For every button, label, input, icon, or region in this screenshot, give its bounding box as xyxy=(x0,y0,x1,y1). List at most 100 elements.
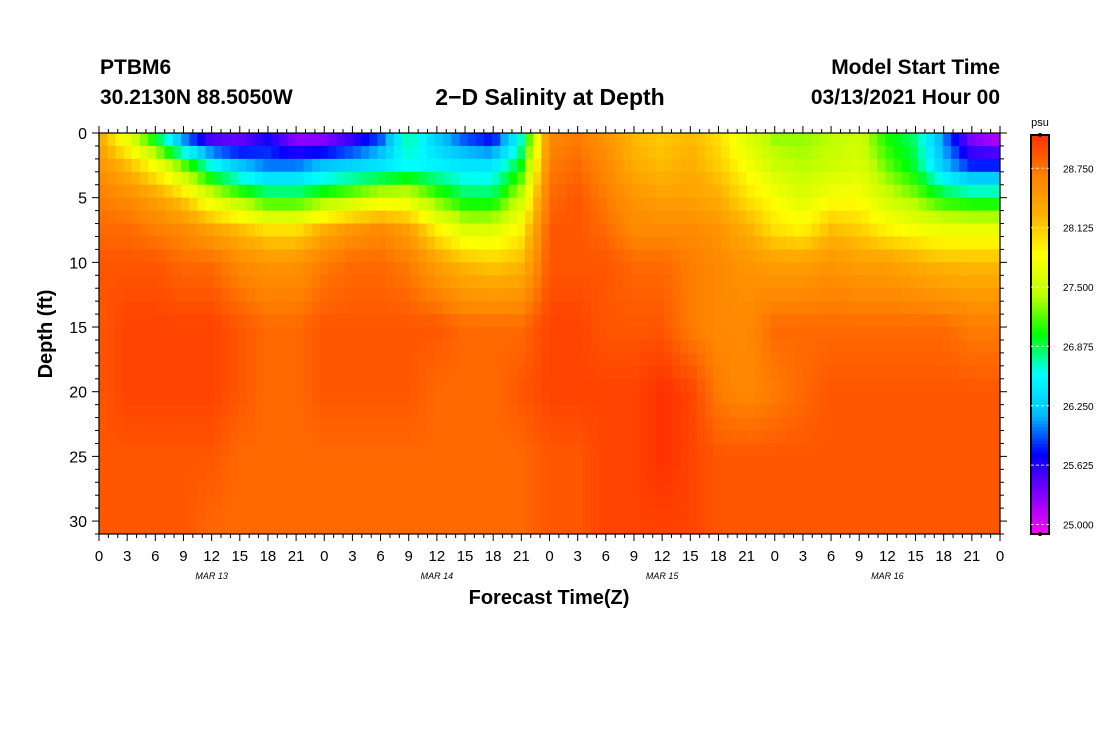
heatmap-cell xyxy=(344,495,354,509)
heatmap-cell xyxy=(713,314,723,328)
heatmap-cell xyxy=(926,249,936,263)
heatmap-cell xyxy=(311,223,321,238)
heatmap-cell xyxy=(893,301,903,315)
heatmap-cell xyxy=(189,184,198,199)
heatmap-cell xyxy=(631,301,641,315)
heatmap-cell xyxy=(729,430,739,445)
heatmap-cell xyxy=(672,456,682,470)
heatmap-cell xyxy=(557,249,567,263)
heatmap-cell xyxy=(868,262,878,276)
x-tick-label: 3 xyxy=(799,548,807,565)
heatmap-cell xyxy=(320,249,329,263)
heatmap-cell xyxy=(279,223,288,238)
heatmap-cell xyxy=(385,391,395,406)
heatmap-cell xyxy=(877,314,886,328)
heatmap-cell xyxy=(623,262,633,276)
heatmap-cell xyxy=(254,456,264,470)
heatmap-cell xyxy=(975,404,985,419)
heatmap-cell xyxy=(582,275,592,289)
heatmap-cell xyxy=(246,301,256,315)
heatmap-cell xyxy=(942,301,952,315)
heatmap-cell xyxy=(254,521,264,534)
heatmap-cell xyxy=(983,197,993,212)
heatmap-cell xyxy=(459,210,469,225)
heatmap-cell xyxy=(819,275,829,289)
colorbar-segment xyxy=(1031,211,1049,216)
heatmap-cell xyxy=(295,210,305,225)
heatmap-cell xyxy=(377,210,387,225)
heatmap-cell xyxy=(508,482,518,496)
heatmap-cell xyxy=(443,184,452,199)
heatmap-cell xyxy=(631,327,641,341)
heatmap-cell xyxy=(205,391,215,406)
heatmap-cell xyxy=(836,262,845,276)
heatmap-cell xyxy=(713,521,723,534)
heatmap-cell xyxy=(156,352,166,367)
heatmap-cell xyxy=(819,495,829,509)
heatmap-cell xyxy=(434,417,444,432)
heatmap-cell xyxy=(262,262,272,276)
heatmap-cell xyxy=(565,275,575,289)
heatmap-cell xyxy=(590,417,600,432)
heatmap-cell xyxy=(754,262,764,276)
heatmap-cell xyxy=(139,391,149,406)
heatmap-cell xyxy=(156,236,166,251)
heatmap-cell xyxy=(950,210,960,225)
heatmap-cell xyxy=(451,404,460,419)
heatmap-cell xyxy=(475,404,485,419)
heatmap-cell xyxy=(672,443,682,457)
colorbar-segment xyxy=(1031,274,1049,279)
heatmap-cell xyxy=(623,339,633,354)
heatmap-cell xyxy=(680,314,690,328)
heatmap-cell xyxy=(254,378,264,393)
heatmap-cell xyxy=(426,378,436,393)
heatmap-cell xyxy=(631,417,641,432)
heatmap-cell xyxy=(926,352,936,367)
heatmap-cell xyxy=(459,249,469,263)
heatmap-cell xyxy=(508,469,518,483)
heatmap-cell xyxy=(918,327,927,341)
heatmap-cell xyxy=(713,223,723,238)
heatmap-cell xyxy=(647,171,657,186)
heatmap-cell xyxy=(238,184,248,199)
heatmap-cell xyxy=(754,184,764,199)
heatmap-cell xyxy=(500,378,510,393)
heatmap-cell xyxy=(467,482,477,496)
heatmap-cell xyxy=(483,365,493,380)
heatmap-cell xyxy=(533,521,542,534)
heatmap-cell xyxy=(754,404,764,419)
heatmap-cell xyxy=(688,288,698,302)
heatmap-cell xyxy=(344,508,354,522)
heatmap-cell xyxy=(483,314,493,328)
heatmap-cell xyxy=(942,521,952,534)
heatmap-cell xyxy=(123,352,133,367)
heatmap-cell xyxy=(713,184,723,199)
heatmap-cell xyxy=(918,378,927,393)
heatmap-cell xyxy=(500,275,510,289)
heatmap-cell xyxy=(926,197,936,212)
heatmap-cell xyxy=(975,275,985,289)
heatmap-cell xyxy=(279,184,288,199)
heatmap-cell xyxy=(721,158,731,173)
heatmap-cell xyxy=(221,145,231,160)
heatmap-cell xyxy=(778,365,788,380)
heatmap-cell xyxy=(475,378,485,393)
heatmap-cell xyxy=(909,430,919,445)
heatmap-cell xyxy=(508,456,518,470)
heatmap-cell xyxy=(213,352,223,367)
heatmap-cell xyxy=(713,469,723,483)
heatmap-cell xyxy=(746,301,755,315)
heatmap-cell xyxy=(754,249,764,263)
heatmap-cell xyxy=(647,469,657,483)
heatmap-cell xyxy=(418,404,428,419)
heatmap-cell xyxy=(967,145,977,160)
heatmap-cell xyxy=(500,430,510,445)
heatmap-cell xyxy=(287,469,297,483)
heatmap-cell xyxy=(909,145,919,160)
heatmap-cell xyxy=(115,508,125,522)
heatmap-cell xyxy=(148,158,157,173)
heatmap-cell xyxy=(172,301,182,315)
heatmap-cell xyxy=(934,249,944,263)
heatmap-cell xyxy=(615,249,624,263)
heatmap-cell xyxy=(762,275,772,289)
